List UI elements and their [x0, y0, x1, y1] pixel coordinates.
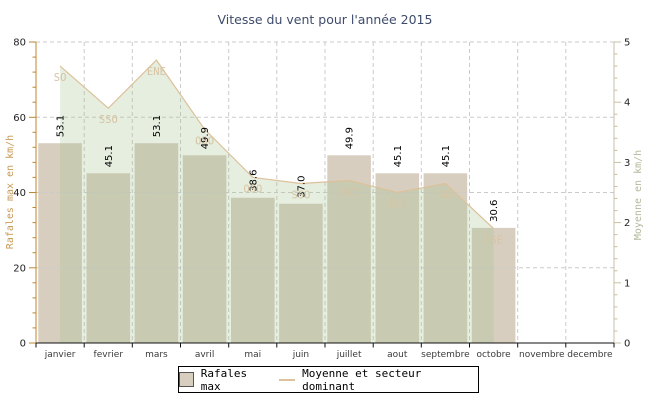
bar-juin	[279, 203, 323, 343]
y-right-tick-label: 2	[624, 218, 630, 229]
sector-label-SSO: SSO	[291, 190, 310, 202]
y-right-tick-label: 3	[624, 158, 630, 169]
sector-label-SO: SO	[439, 190, 452, 202]
sector-label-OSO: OSO	[243, 183, 262, 195]
month-label-fevrier: fevrier	[94, 350, 124, 360]
moyenne-line	[59, 59, 495, 230]
month-label-octobre: octobre	[476, 350, 511, 360]
month-label-janvier: janvier	[44, 350, 76, 360]
sector-label-ESE: ESE	[484, 235, 503, 247]
y-right-tick-label: 0	[624, 339, 630, 350]
bar-avril	[182, 155, 227, 343]
bar-value-label: 53.1	[56, 115, 67, 137]
y-right-axis-title: Moyenne en km/h	[633, 150, 644, 240]
month-label-septembre: septembre	[421, 350, 470, 360]
bar-octobre	[471, 227, 516, 343]
legend: Rafales max Moyenne et secteur dominant	[178, 366, 479, 393]
bar-value-label: 45.1	[441, 145, 452, 167]
month-label-mars: mars	[145, 350, 168, 360]
month-label-avril: avril	[195, 350, 215, 360]
y-left-tick-label: 0	[20, 339, 26, 350]
sector-label-SSO: SSO	[99, 114, 118, 126]
sector-label-OSO: OSO	[388, 199, 407, 211]
bar-juillet	[327, 155, 371, 343]
month-label-decembre: decembre	[567, 350, 613, 360]
month-label-mai: mai	[244, 350, 261, 360]
sector-label-SO: SO	[54, 72, 67, 84]
bar-value-label: 30.6	[489, 200, 500, 222]
legend-line-swatch-icon	[279, 378, 296, 381]
month-label-juillet: juillet	[336, 350, 362, 360]
chart-title: Vitesse du vent pour l'année 2015	[217, 12, 433, 27]
chart-plot-area: 53.1 45.1 53.1 49.9 38.6 37.0 49.9 45.1 45.1 30.6…	[13, 38, 630, 361]
legend-bar-swatch-icon	[179, 372, 194, 387]
bar-value-label: 38.6	[248, 170, 259, 192]
month-label-juin: juin	[292, 350, 309, 360]
y-left-tick-label: 20	[13, 263, 26, 274]
bar-aout	[375, 173, 420, 343]
moyenne-area	[60, 60, 494, 343]
bar-mars	[134, 143, 179, 343]
bar-value-label: 49.9	[345, 127, 356, 149]
sector-label-OSO: OSO	[195, 135, 214, 147]
y-right-tick-label: 5	[624, 38, 630, 49]
bar-value-label: 45.1	[104, 145, 115, 167]
y-left-tick-label: 40	[13, 188, 26, 199]
sector-label-ENE: ENE	[147, 66, 166, 78]
bar-mai	[231, 197, 275, 343]
bar-septembre	[423, 173, 468, 343]
y-left-axis-title: Rafales max en km/h	[5, 135, 16, 249]
y-left-tick-label: 80	[13, 38, 26, 49]
legend-bar-label: Rafales max	[200, 366, 248, 393]
bar-value-label: 37.0	[296, 176, 307, 198]
bar-janvier	[38, 143, 82, 343]
y-right-tick-label: 1	[624, 278, 630, 289]
y-right-tick-label: 4	[624, 98, 630, 109]
bar-fevrier	[86, 173, 131, 343]
bar-value-label: 45.1	[393, 145, 404, 167]
sector-label-OSO: OSO	[340, 187, 359, 199]
bar-value-label: 53.1	[152, 115, 163, 137]
y-left-tick-label: 60	[13, 113, 26, 124]
legend-area-label: Moyenne et secteur dominant	[302, 366, 422, 393]
bar-value-label: 49.9	[200, 127, 211, 149]
month-label-aout: aout	[387, 350, 408, 360]
month-label-novembre: novembre	[519, 350, 565, 360]
